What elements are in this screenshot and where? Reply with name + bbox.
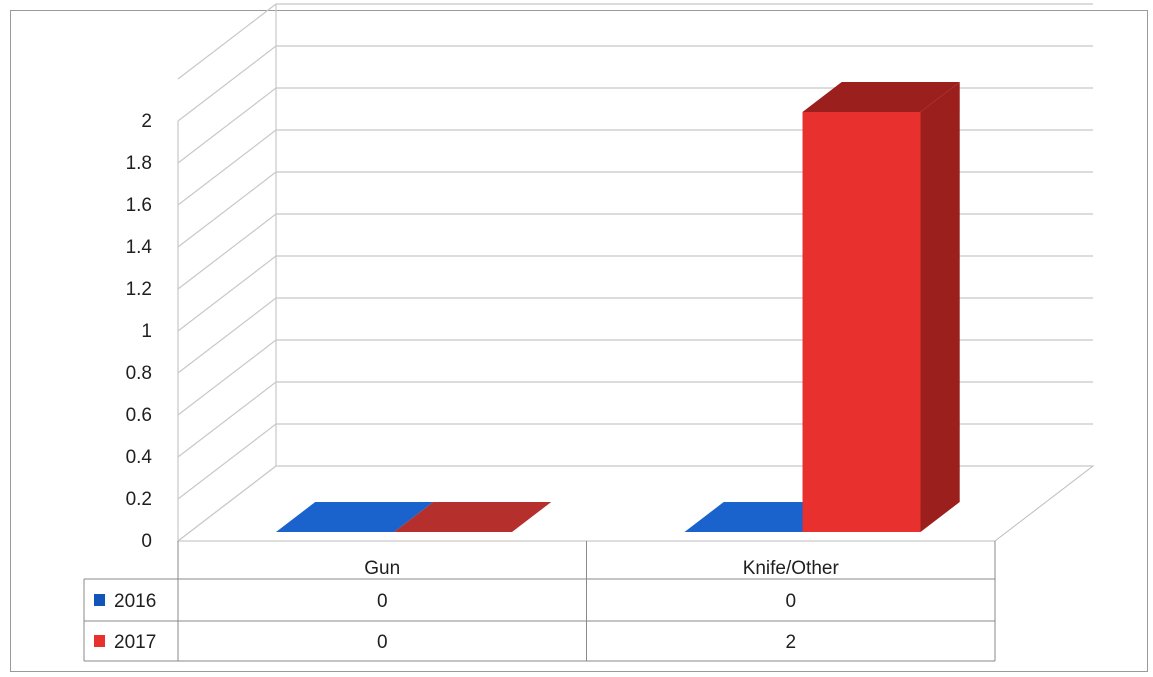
gridline-side — [177, 465, 277, 542]
bar-front-face — [802, 112, 921, 532]
bar-top-face — [394, 502, 552, 532]
category-label: Gun — [364, 558, 400, 579]
bar — [394, 502, 552, 532]
y-tick-label: 2 — [141, 111, 152, 132]
gridline-side — [177, 423, 277, 500]
category-label: Knife/Other — [743, 558, 840, 579]
y-tick-label: 1.2 — [126, 279, 152, 300]
series-label: 2017 — [114, 632, 156, 653]
y-tick-label: 0.4 — [126, 447, 153, 468]
y-axis-ticks: 0 0.2 0.4 0.6 0.8 1 1.2 1.4 1.6 1.8 2 — [126, 111, 153, 552]
bar-top-face — [276, 502, 434, 532]
bar — [684, 502, 842, 532]
table-cell: 2 — [785, 632, 796, 653]
y-tick-label: 1.6 — [126, 195, 152, 216]
gridline-side — [177, 87, 277, 164]
gridline-side — [177, 297, 277, 374]
y-tick-label: 0.2 — [126, 489, 152, 510]
y-tick-label: 0 — [141, 531, 152, 552]
bar — [802, 82, 960, 532]
gridline-side — [177, 45, 277, 122]
y-tick-label: 0.6 — [126, 405, 152, 426]
legend-key — [94, 594, 105, 606]
bars — [276, 82, 960, 532]
legend-key — [94, 635, 105, 647]
gridline-side — [177, 213, 277, 290]
bar-side-face — [920, 82, 960, 532]
gridline-side — [177, 381, 277, 458]
y-tick-label: 1.4 — [126, 237, 153, 258]
gridline-side — [177, 3, 277, 80]
table-cell: 0 — [377, 632, 388, 653]
gridline-side — [177, 171, 277, 248]
gridline-side — [177, 129, 277, 206]
bar — [276, 502, 434, 532]
y-tick-label: 1 — [141, 321, 152, 342]
bar-top-face — [802, 82, 960, 112]
y-tick-label: 1.8 — [126, 153, 152, 174]
y-tick-label: 0.8 — [126, 363, 152, 384]
table-cell: 0 — [377, 591, 388, 612]
gridline-side — [177, 255, 277, 332]
table-cell: 0 — [785, 591, 796, 612]
bar-top-face — [684, 502, 842, 532]
data-table: Gun Knife/Other 2016 0 0 2017 0 2 — [83, 541, 996, 662]
series-label: 2016 — [114, 591, 156, 612]
gridline-side — [177, 339, 277, 416]
